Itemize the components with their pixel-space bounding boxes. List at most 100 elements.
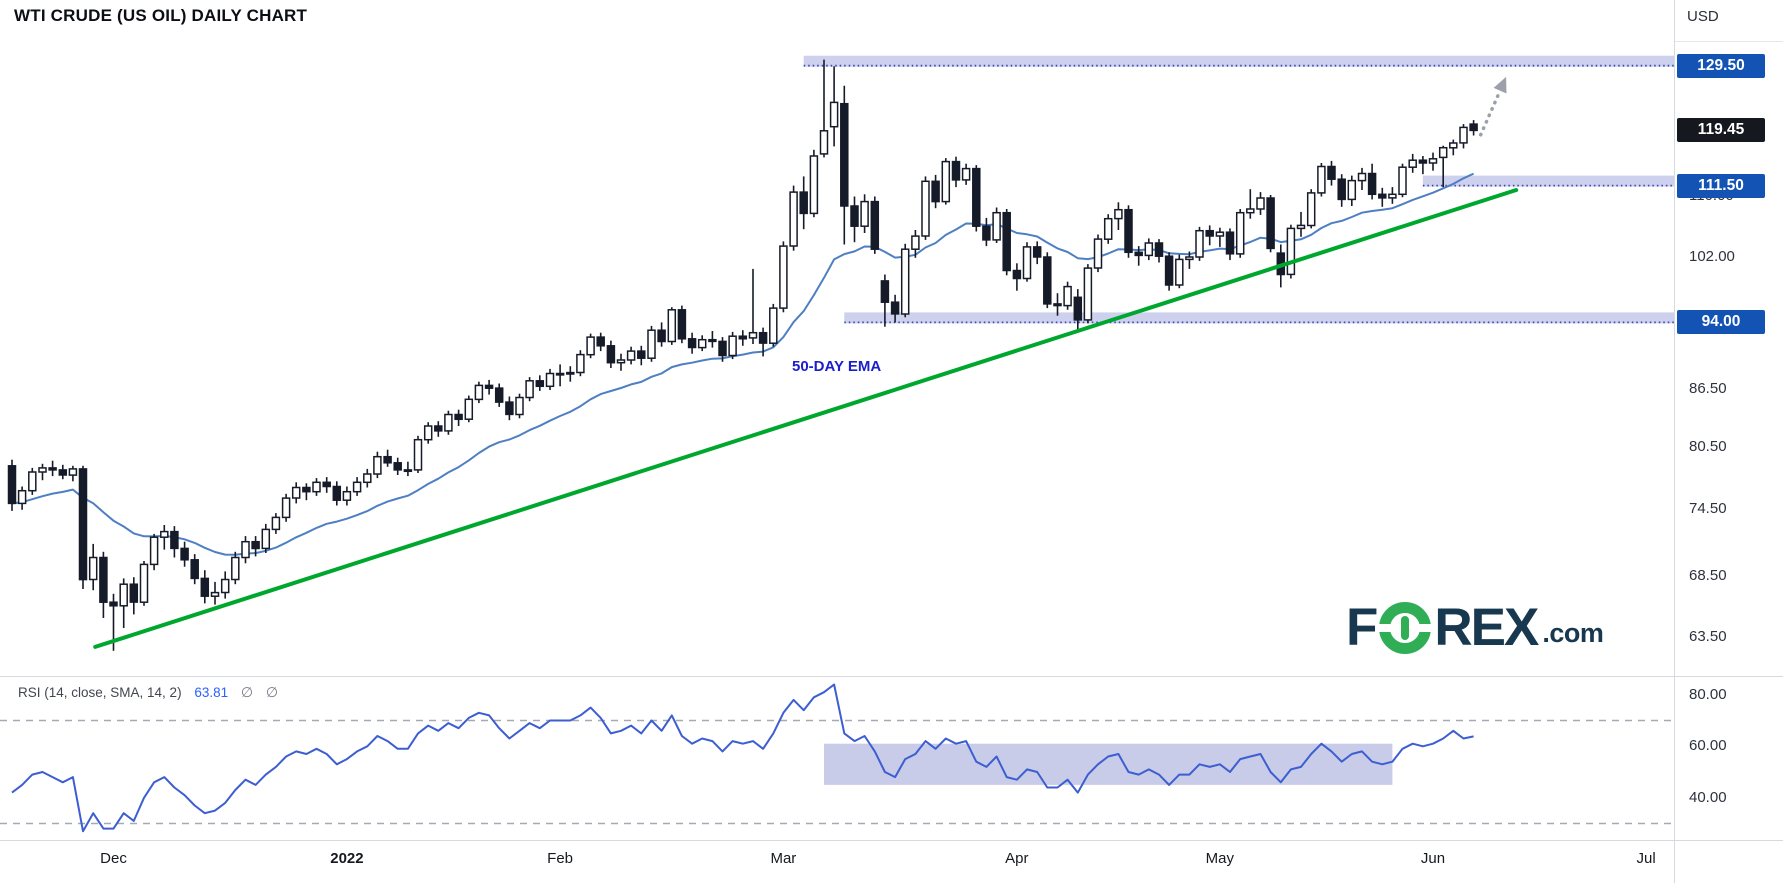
candle-body-down xyxy=(78,468,88,581)
pane-divider xyxy=(0,676,1783,677)
price-axis[interactable]: USD 110.00102.0086.5080.5074.5068.5063.5… xyxy=(1674,0,1783,883)
candle-body-down xyxy=(718,340,727,357)
rsi-line[interactable] xyxy=(11,683,1474,833)
candle-body-up xyxy=(566,371,575,375)
candle-body-up xyxy=(525,380,534,399)
rsi-tick-40.00: 40.00 xyxy=(1689,788,1727,806)
rsi-legend: RSI (14, close, SMA, 14, 2) 63.81 ∅ ∅ xyxy=(18,684,278,701)
candle-body-down xyxy=(850,205,859,227)
candle-body-up xyxy=(626,350,636,361)
level-band-129.50 xyxy=(803,55,1674,67)
rsi-hide-icon[interactable]: ∅ xyxy=(240,684,254,700)
logo-letter-f: F xyxy=(1346,598,1378,657)
candle-body-up xyxy=(921,180,930,237)
candle-body-down xyxy=(454,413,463,421)
candle-body-down xyxy=(1154,242,1164,257)
projection-arrow-shaft xyxy=(1478,88,1502,137)
month-label-Jun: Jun xyxy=(1420,850,1446,867)
price-tick-80.50: 80.50 xyxy=(1689,437,1727,455)
candle-body-up xyxy=(68,468,78,476)
candle-body-up xyxy=(38,467,47,473)
candle-body-down xyxy=(637,350,646,359)
projection-arrow-head-icon xyxy=(1493,76,1507,94)
candle-body-down xyxy=(1469,123,1478,132)
candle-body-up xyxy=(769,307,778,344)
candle-body-up xyxy=(789,191,798,247)
candle-body-down xyxy=(840,102,849,207)
candle-body-up xyxy=(961,167,971,181)
candle-body-up xyxy=(667,309,677,343)
price-chart-canvas[interactable] xyxy=(0,0,1674,883)
price-tick-102.00: 102.00 xyxy=(1689,248,1735,265)
candle-body-up xyxy=(515,396,524,416)
candle-body-up xyxy=(403,469,413,473)
candle-body-down xyxy=(170,530,179,550)
time-axis[interactable]: Dec 2022 Feb Mar Apr May Jun Jul xyxy=(0,841,1783,883)
candle-body-down xyxy=(494,387,504,403)
candle-body-down xyxy=(1032,246,1042,258)
candle-body-up xyxy=(271,516,281,531)
price-badge-119.45: 119.45 xyxy=(1677,118,1765,143)
candle-body-up xyxy=(1063,285,1072,307)
candle-body-up xyxy=(363,473,372,484)
candle-body-up xyxy=(1175,258,1184,286)
candle-body-up xyxy=(444,413,453,432)
candle-body-down xyxy=(931,180,940,203)
candle-body-down xyxy=(99,556,108,603)
candle-body-up xyxy=(413,438,423,471)
candle-body-down xyxy=(596,336,605,347)
candle-body-up xyxy=(616,359,626,364)
candle-body-down xyxy=(7,465,17,505)
candle-body-down xyxy=(1043,256,1052,305)
candle-body-up xyxy=(261,528,271,550)
candle-body-down xyxy=(972,167,981,227)
level-band-94.00 xyxy=(844,312,1674,324)
candle-body-up xyxy=(1144,242,1154,257)
candle-body-up xyxy=(423,425,433,441)
candle-body-down xyxy=(1205,229,1214,237)
page-title: WTI CRUDE (US OIL) DAILY CHART xyxy=(14,6,308,25)
candle-body-up xyxy=(1347,179,1357,201)
rsi-settings-icon[interactable]: ∅ xyxy=(265,684,279,700)
logo-letters-rex: REX xyxy=(1434,598,1539,657)
candle-body-up xyxy=(88,556,98,581)
price-tick-74.50: 74.50 xyxy=(1689,499,1727,517)
candle-body-down xyxy=(484,384,494,389)
candle-body-down xyxy=(322,481,331,488)
candle-body-up xyxy=(1185,256,1194,261)
candle-body-down xyxy=(687,338,697,349)
candle-body-down xyxy=(738,335,748,340)
ema-line[interactable] xyxy=(11,172,1475,556)
candle-body-down xyxy=(1053,303,1062,307)
candle-body-down xyxy=(708,338,717,343)
month-label-Apr: Apr xyxy=(1005,850,1029,867)
candle-body-down xyxy=(1012,269,1022,280)
candle-body-up xyxy=(281,497,291,519)
candle-body-up xyxy=(1388,193,1397,199)
price-badge-129.50: 129.50 xyxy=(1677,53,1765,78)
candle-body-down xyxy=(505,401,514,416)
candle-body-down xyxy=(58,469,68,476)
candle-body-up xyxy=(1306,192,1316,227)
candle-body-up xyxy=(1428,158,1438,164)
rsi-tick-60.00: 60.00 xyxy=(1689,737,1727,755)
candle-body-up xyxy=(728,335,737,357)
candle-body-up xyxy=(900,248,910,315)
candle-body-down xyxy=(677,309,687,340)
candle-body-up xyxy=(545,372,555,388)
trendline[interactable] xyxy=(93,188,1519,649)
candle-body-down xyxy=(758,331,768,344)
candle-body-down xyxy=(109,601,118,607)
candle-body-up xyxy=(1215,231,1225,237)
candle-body-up xyxy=(1398,166,1407,196)
candle-body-up xyxy=(911,235,920,250)
candle-body-down xyxy=(1225,231,1235,255)
candle-body-down xyxy=(1367,172,1377,196)
candle-body-up xyxy=(464,398,474,420)
month-label-May: May xyxy=(1205,850,1235,867)
candle-body-up xyxy=(941,160,951,203)
candle-body-down xyxy=(606,345,616,364)
candle-body-down xyxy=(1378,193,1387,199)
candle-body-down xyxy=(190,559,199,580)
candle-body-up xyxy=(312,481,321,493)
